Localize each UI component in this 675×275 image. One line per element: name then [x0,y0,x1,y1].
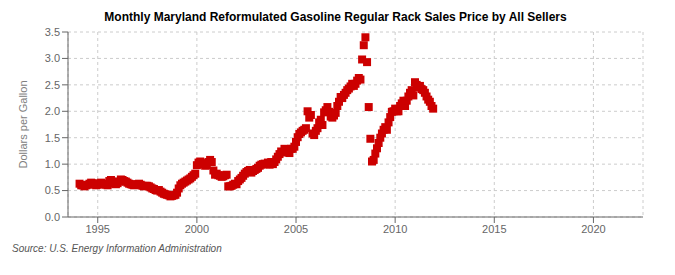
svg-text:Dollars per Gallon: Dollars per Gallon [17,80,29,168]
svg-text:3.0: 3.0 [45,52,60,64]
svg-text:2020: 2020 [581,223,605,235]
html-text:Monthly Maryland Reformulated: Monthly Maryland Reformulated Gasoline R… [104,10,567,24]
svg-text:2015: 2015 [482,223,506,235]
svg-text:0.0: 0.0 [45,211,60,223]
svg-text:2.0: 2.0 [45,105,60,117]
svg-text:1.5: 1.5 [45,132,60,144]
svg-text:2010: 2010 [383,223,407,235]
svg-text:2000: 2000 [185,223,209,235]
svg-text:2.5: 2.5 [45,79,60,91]
svg-text:0.5: 0.5 [45,184,60,196]
svg-text:3.5: 3.5 [45,26,60,38]
html-text:Source: U.S. Energy Informatio: Source: U.S. Energy Information Administ… [12,243,222,254]
svg-text:2005: 2005 [284,223,308,235]
svg-text:1995: 1995 [85,223,109,235]
svg-text:1.0: 1.0 [45,158,60,170]
